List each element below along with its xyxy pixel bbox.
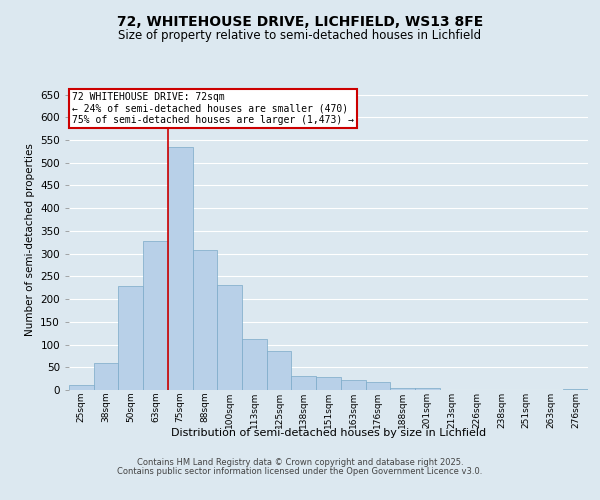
Bar: [217, 284, 242, 390]
Bar: [69, 386, 94, 390]
Text: Distribution of semi-detached houses by size in Lichfield: Distribution of semi-detached houses by …: [171, 428, 487, 438]
Bar: [168, 147, 193, 390]
Bar: [292, 376, 316, 390]
Y-axis label: Number of semi-detached properties: Number of semi-detached properties: [25, 144, 35, 336]
Text: 72 WHITEHOUSE DRIVE: 72sqm
← 24% of semi-detached houses are smaller (470)
75% o: 72 WHITEHOUSE DRIVE: 72sqm ← 24% of semi…: [71, 92, 353, 124]
Text: Contains HM Land Registry data © Crown copyright and database right 2025.: Contains HM Land Registry data © Crown c…: [137, 458, 463, 467]
Bar: [316, 378, 341, 390]
Bar: [415, 388, 440, 390]
Bar: [193, 250, 217, 390]
Text: 72, WHITEHOUSE DRIVE, LICHFIELD, WS13 8FE: 72, WHITEHOUSE DRIVE, LICHFIELD, WS13 8F…: [117, 16, 483, 30]
Bar: [563, 388, 588, 390]
Bar: [390, 388, 415, 390]
Bar: [118, 286, 143, 390]
Text: Contains public sector information licensed under the Open Government Licence v3: Contains public sector information licen…: [118, 467, 482, 476]
Bar: [341, 380, 365, 390]
Bar: [365, 382, 390, 390]
Bar: [267, 352, 292, 390]
Bar: [143, 241, 168, 390]
Bar: [242, 338, 267, 390]
Bar: [94, 362, 118, 390]
Text: Size of property relative to semi-detached houses in Lichfield: Size of property relative to semi-detach…: [118, 28, 482, 42]
